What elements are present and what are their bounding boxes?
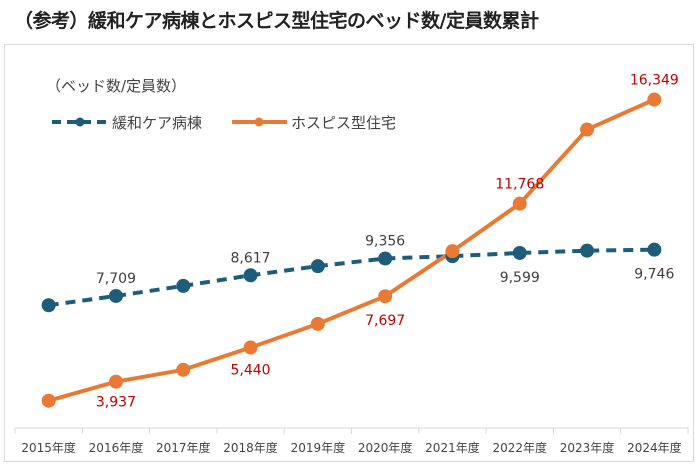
data-point-hospice [580, 122, 595, 137]
data-label-hospice: 5,440 [231, 363, 271, 379]
data-label-palliative: 9,356 [365, 234, 405, 250]
data-point-palliative [647, 242, 662, 257]
x-tick-label: 2016年度 [89, 440, 144, 455]
x-tick-label: 2022年度 [492, 440, 547, 455]
x-tick-label: 2015年度 [21, 440, 76, 455]
chart-title: （参考）緩和ケア病棟とホスピス型住宅のベッド数/定員数累計 [14, 10, 539, 32]
x-tick-label: 2021年度 [425, 440, 480, 455]
legend-label-palliative: 緩和ケア病棟 [112, 114, 202, 132]
data-point-palliative [512, 245, 527, 260]
data-label-hospice: 7,697 [365, 313, 405, 329]
data-point-palliative [378, 251, 393, 266]
series-line-palliative [48, 247, 655, 308]
data-label-palliative: 9,746 [634, 267, 674, 283]
data-point-palliative [176, 278, 191, 293]
data-point-palliative [41, 298, 56, 313]
data-point-hospice [512, 196, 527, 211]
series-line-hospice [48, 97, 656, 403]
data-point-hospice [647, 92, 662, 107]
x-tick-label: 2019年度 [291, 440, 346, 455]
legend-dot-palliative [75, 117, 85, 127]
data-label-hospice: 11,768 [495, 177, 544, 193]
data-point-palliative [310, 259, 325, 274]
data-point-hospice [310, 316, 325, 331]
legend-dot-hospice [254, 117, 264, 127]
data-point-hospice [108, 374, 123, 389]
data-point-palliative [243, 268, 258, 283]
data-point-palliative [108, 288, 123, 303]
data-point-hospice [41, 393, 56, 408]
data-label-hospice: 3,937 [96, 395, 136, 411]
data-point-palliative [580, 243, 595, 258]
data-label-palliative: 7,709 [96, 271, 136, 287]
data-point-hospice [243, 340, 258, 355]
data-label-palliative: 8,617 [231, 250, 271, 266]
data-label-hospice: 16,349 [630, 73, 679, 89]
x-tick-label: 2024年度 [627, 440, 682, 455]
data-point-hospice [176, 362, 191, 377]
data-point-hospice [445, 244, 460, 259]
data-point-hospice [378, 289, 393, 304]
x-tick-label: 2018年度 [223, 440, 278, 455]
x-tick-label: 2023年度 [560, 440, 615, 455]
legend: 緩和ケア病棟 ホスピス型住宅 [52, 114, 396, 132]
x-tick-label: 2020年度 [358, 440, 413, 455]
y-axis-unit-label: （ベッド数/定員数） [46, 77, 186, 95]
data-label-palliative: 9,599 [500, 270, 540, 286]
legend-label-hospice: ホスピス型住宅 [291, 114, 396, 132]
x-tick-label: 2017年度 [156, 440, 211, 455]
chart-frame [4, 44, 694, 462]
